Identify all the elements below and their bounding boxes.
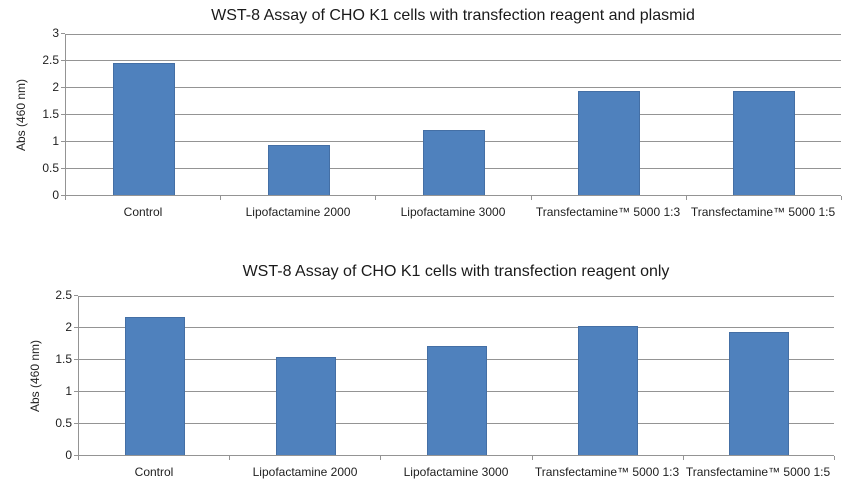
bar-control xyxy=(125,317,185,455)
y-axis-tick xyxy=(74,327,78,328)
gridline xyxy=(66,114,841,115)
x-axis-tick xyxy=(531,196,532,200)
y-tick-label: 2.5 xyxy=(55,288,72,302)
y-axis-tick xyxy=(74,455,78,456)
plot-area xyxy=(65,34,841,196)
x-axis-tick xyxy=(229,456,230,460)
gridline xyxy=(66,34,841,35)
category-label: Transfectamine™ 5000 1:3 xyxy=(535,205,681,219)
chart-title: WST-8 Assay of CHO K1 cells with transfe… xyxy=(242,263,670,280)
chart-transfection-reagent-only: WST-8 Assay of CHO K1 cells with transfe… xyxy=(0,250,861,503)
y-axis-tick xyxy=(61,114,65,115)
y-axis-tick xyxy=(74,391,78,392)
category-label: Control xyxy=(123,205,163,219)
x-axis-tick xyxy=(65,196,66,200)
y-axis-tick xyxy=(74,423,78,424)
bar-transfectamine-5000-1-5 xyxy=(733,91,795,195)
y-axis-tick xyxy=(74,295,78,296)
x-axis-tick xyxy=(220,196,221,200)
y-tick-label: 1 xyxy=(52,134,59,148)
y-axis-tick xyxy=(61,33,65,34)
y-tick-label: 1.5 xyxy=(55,352,72,366)
bar-control xyxy=(113,63,175,195)
x-axis-tick xyxy=(686,196,687,200)
bar-transfectamine-5000-1-3 xyxy=(578,326,638,455)
gridline xyxy=(66,60,841,61)
category-label: Transfectamine™ 5000 1:3 xyxy=(534,465,680,479)
category-label: Lipofactamine 2000 xyxy=(245,205,351,219)
bar-lipofactamine-3000 xyxy=(423,130,485,195)
y-tick-label: 2 xyxy=(52,80,59,94)
y-axis-tick xyxy=(61,168,65,169)
category-label: Lipofactamine 3000 xyxy=(400,205,506,219)
gridline xyxy=(66,87,841,88)
category-label: Transfectamine™ 5000 1:5 xyxy=(685,465,831,479)
bar-lipofactamine-3000 xyxy=(427,346,487,455)
y-tick-label: 0.5 xyxy=(55,416,72,430)
x-axis-tick xyxy=(78,456,79,460)
y-tick-label: 1 xyxy=(65,384,72,398)
gridline xyxy=(79,296,834,297)
y-axis-tick xyxy=(61,195,65,196)
x-axis-tick xyxy=(841,196,842,200)
y-tick-label: 0.5 xyxy=(42,161,59,175)
category-label: Lipofactamine 2000 xyxy=(252,465,358,479)
chart-title: WST-8 Assay of CHO K1 cells with transfe… xyxy=(211,7,695,24)
x-axis-tick xyxy=(375,196,376,200)
y-axis-tick xyxy=(74,359,78,360)
category-label: Lipofactamine 3000 xyxy=(403,465,509,479)
bar-lipofactamine-2000 xyxy=(268,145,330,195)
category-label: Transfectamine™ 5000 1:5 xyxy=(690,205,836,219)
category-label: Control xyxy=(134,465,174,479)
y-tick-label: 2.5 xyxy=(42,53,59,67)
y-tick-label: 0 xyxy=(52,188,59,202)
x-axis-tick xyxy=(834,456,835,460)
plot-area xyxy=(78,296,834,456)
y-tick-label: 3 xyxy=(52,26,59,40)
x-axis-tick xyxy=(683,456,684,460)
y-axis-tick xyxy=(61,87,65,88)
y-axis-tick xyxy=(61,60,65,61)
y-tick-label: 0 xyxy=(65,448,72,462)
gridline xyxy=(79,327,834,328)
chart-transfection-with-plasmid: WST-8 Assay of CHO K1 cells with transfe… xyxy=(0,0,861,250)
y-tick-label: 2 xyxy=(65,320,72,334)
bar-transfectamine-5000-1-5 xyxy=(729,332,789,455)
bar-lipofactamine-2000 xyxy=(276,357,336,455)
bar-transfectamine-5000-1-3 xyxy=(578,91,640,195)
x-axis-tick xyxy=(380,456,381,460)
y-tick-label: 1.5 xyxy=(42,107,59,121)
x-axis-tick xyxy=(532,456,533,460)
y-axis-tick xyxy=(61,141,65,142)
